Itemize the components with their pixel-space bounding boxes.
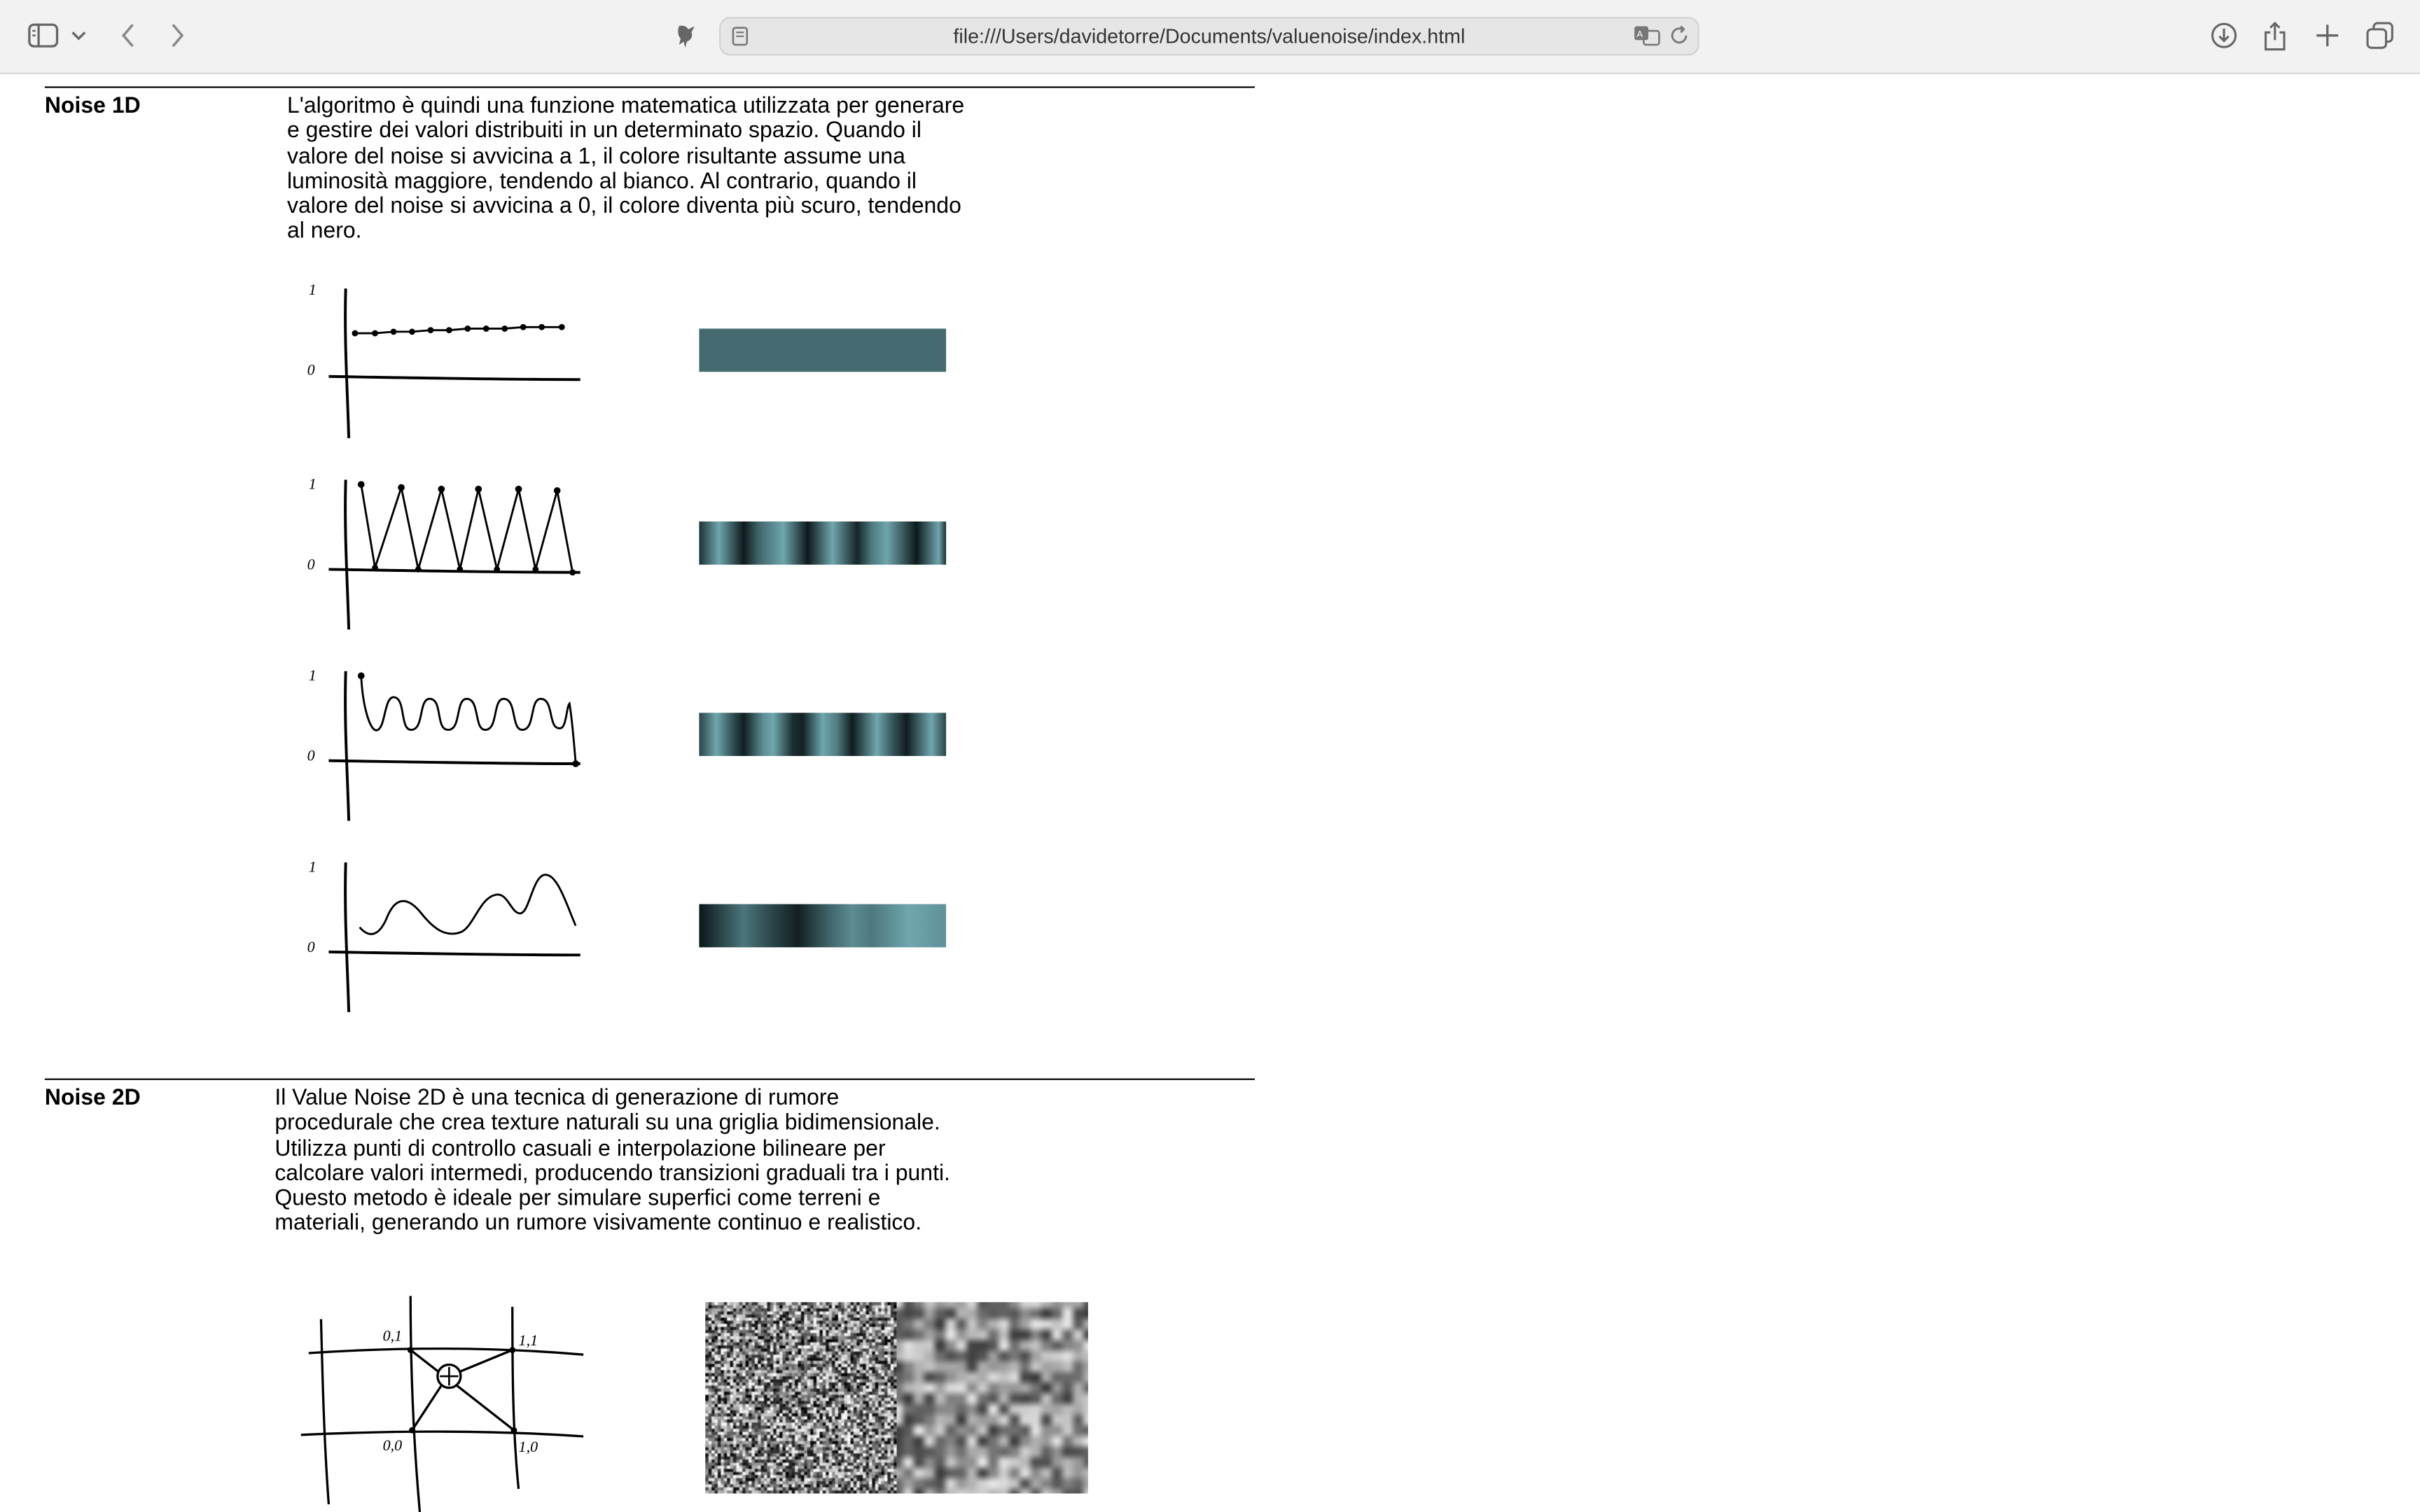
axis-label-one: 1 (309, 475, 317, 493)
new-tab-icon[interactable] (2307, 15, 2347, 55)
sidebar-icon[interactable] (23, 15, 63, 55)
axis-label-zero: 0 (307, 361, 315, 379)
extensions-icon[interactable] (667, 15, 707, 55)
axis-label-one: 1 (309, 666, 317, 684)
axis-label-one: 1 (309, 281, 317, 298)
noise-bar-linear (699, 521, 947, 565)
axis-label-zero: 0 (307, 555, 315, 573)
svg-text:A: A (1636, 29, 1643, 39)
noise-bar-flat (699, 328, 947, 372)
download-icon[interactable] (2204, 15, 2244, 55)
share-icon[interactable] (2255, 15, 2295, 55)
section-title-noise-1d: Noise 1D (44, 94, 141, 119)
grid-label-bottom-left: 0,0 (383, 1436, 403, 1454)
url-text: file:///Users/davidetorre/Documents/valu… (953, 24, 1466, 48)
section-title-noise-2d: Noise 2D (44, 1086, 141, 1111)
noise-bar-smooth (699, 904, 947, 948)
section-text-noise-1d: L'algoritmo è quindi una funzione matema… (286, 94, 965, 245)
forward-icon[interactable] (158, 15, 197, 55)
translate-icon[interactable]: A (1633, 24, 1661, 54)
reload-icon[interactable] (1669, 24, 1690, 54)
noise-graph-cosine: 1 0 (307, 666, 580, 821)
axis-label-zero: 0 (307, 747, 315, 764)
page-icon (732, 26, 749, 54)
axis-label-one: 1 (309, 858, 317, 875)
tabs-overview-icon[interactable] (2360, 15, 2400, 55)
axis-label-zero: 0 (307, 938, 315, 955)
browser-toolbar: file:///Users/davidetorre/Documents/valu… (0, 0, 2420, 74)
grid-label-top-left: 0,1 (383, 1326, 403, 1344)
section-text-noise-2d: Il Value Noise 2D è una tecnica di gener… (274, 1086, 950, 1237)
chevron-down-icon[interactable] (62, 15, 95, 55)
value-noise-texture (896, 1302, 1088, 1494)
noise-graph-flat: 1 0 (307, 281, 580, 439)
bilinear-grid-sketch: 0,1 1,1 0,0 1,0 (300, 1296, 584, 1512)
noise-graph-linear: 1 0 (307, 475, 580, 630)
address-bar[interactable]: file:///Users/davidetorre/Documents/valu… (719, 17, 1699, 56)
section-divider (44, 1078, 1255, 1080)
grid-label-bottom-right: 1,0 (519, 1438, 538, 1455)
white-noise-texture (705, 1302, 897, 1494)
noise-graph-smooth: 1 0 (307, 858, 580, 1012)
noise-bar-cosine (699, 713, 947, 756)
back-icon[interactable] (108, 15, 148, 55)
grid-label-top-right: 1,1 (519, 1331, 538, 1349)
section-divider (44, 86, 1255, 88)
